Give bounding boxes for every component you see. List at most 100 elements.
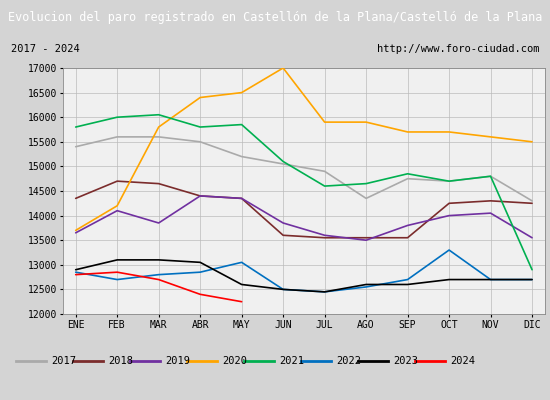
2021 bbox=[363, 181, 370, 186]
Text: 2017 - 2024: 2017 - 2024 bbox=[11, 44, 80, 54]
2022 bbox=[73, 270, 79, 274]
2019 bbox=[73, 230, 79, 235]
2020 bbox=[155, 125, 162, 130]
Line: 2021: 2021 bbox=[76, 115, 532, 270]
2019 bbox=[446, 213, 453, 218]
2023 bbox=[446, 277, 453, 282]
Line: 2019: 2019 bbox=[76, 196, 532, 240]
2022 bbox=[155, 272, 162, 277]
2018 bbox=[529, 201, 535, 206]
2017 bbox=[73, 144, 79, 149]
2023 bbox=[529, 277, 535, 282]
2018 bbox=[487, 198, 494, 203]
2020 bbox=[363, 120, 370, 124]
Text: 2024: 2024 bbox=[450, 356, 475, 366]
2023 bbox=[280, 287, 287, 292]
2023 bbox=[197, 260, 204, 265]
2019 bbox=[321, 233, 328, 238]
2020 bbox=[114, 203, 120, 208]
2017 bbox=[321, 169, 328, 174]
2018 bbox=[321, 235, 328, 240]
2017 bbox=[404, 176, 411, 181]
2024 bbox=[73, 272, 79, 277]
2022 bbox=[280, 287, 287, 292]
2017 bbox=[363, 196, 370, 201]
2022 bbox=[363, 284, 370, 289]
Text: Evolucion del paro registrado en Castellón de la Plana/Castelló de la Plana: Evolucion del paro registrado en Castell… bbox=[8, 10, 542, 24]
2024 bbox=[114, 270, 120, 274]
Line: 2022: 2022 bbox=[76, 250, 532, 292]
2018 bbox=[155, 181, 162, 186]
2021 bbox=[114, 115, 120, 120]
2019 bbox=[280, 220, 287, 225]
2020 bbox=[446, 130, 453, 134]
Text: 2020: 2020 bbox=[222, 356, 248, 366]
2019 bbox=[155, 220, 162, 225]
2017 bbox=[238, 154, 245, 159]
2022 bbox=[529, 277, 535, 282]
2018 bbox=[280, 233, 287, 238]
2020 bbox=[529, 139, 535, 144]
Text: 2022: 2022 bbox=[336, 356, 361, 366]
2017 bbox=[197, 139, 204, 144]
2023 bbox=[73, 267, 79, 272]
2020 bbox=[238, 90, 245, 95]
2018 bbox=[404, 235, 411, 240]
2018 bbox=[446, 201, 453, 206]
2022 bbox=[321, 290, 328, 294]
2023 bbox=[114, 258, 120, 262]
2023 bbox=[321, 290, 328, 294]
2021 bbox=[529, 267, 535, 272]
2019 bbox=[197, 194, 204, 198]
2023 bbox=[155, 258, 162, 262]
2020 bbox=[197, 95, 204, 100]
2021 bbox=[238, 122, 245, 127]
2019 bbox=[404, 223, 411, 228]
2017 bbox=[155, 134, 162, 139]
2022 bbox=[404, 277, 411, 282]
2023 bbox=[238, 282, 245, 287]
2018 bbox=[238, 196, 245, 201]
2017 bbox=[446, 179, 453, 184]
2020 bbox=[280, 66, 287, 70]
Text: 2018: 2018 bbox=[108, 356, 133, 366]
2024 bbox=[238, 299, 245, 304]
2017 bbox=[487, 174, 494, 179]
2017 bbox=[280, 162, 287, 166]
2021 bbox=[446, 179, 453, 184]
2022 bbox=[114, 277, 120, 282]
2022 bbox=[238, 260, 245, 265]
2019 bbox=[487, 211, 494, 216]
2019 bbox=[363, 238, 370, 242]
2021 bbox=[280, 159, 287, 164]
Line: 2018: 2018 bbox=[76, 181, 532, 238]
2021 bbox=[197, 125, 204, 130]
2022 bbox=[446, 248, 453, 252]
Line: 2024: 2024 bbox=[76, 272, 241, 302]
2022 bbox=[197, 270, 204, 274]
2020 bbox=[321, 120, 328, 124]
2021 bbox=[73, 125, 79, 130]
2024 bbox=[155, 277, 162, 282]
2019 bbox=[529, 235, 535, 240]
2021 bbox=[487, 174, 494, 179]
2021 bbox=[155, 112, 162, 117]
2021 bbox=[404, 171, 411, 176]
2021 bbox=[321, 184, 328, 188]
2020 bbox=[404, 130, 411, 134]
2024 bbox=[197, 292, 204, 297]
2017 bbox=[114, 134, 120, 139]
Text: http://www.foro-ciudad.com: http://www.foro-ciudad.com bbox=[377, 44, 539, 54]
Line: 2020: 2020 bbox=[76, 68, 532, 230]
2017 bbox=[529, 198, 535, 203]
2018 bbox=[197, 194, 204, 198]
Text: 2021: 2021 bbox=[279, 356, 304, 366]
Line: 2023: 2023 bbox=[76, 260, 532, 292]
Text: 2023: 2023 bbox=[393, 356, 418, 366]
2019 bbox=[238, 196, 245, 201]
2019 bbox=[114, 208, 120, 213]
2023 bbox=[363, 282, 370, 287]
2020 bbox=[487, 134, 494, 139]
2018 bbox=[114, 179, 120, 184]
2018 bbox=[363, 235, 370, 240]
